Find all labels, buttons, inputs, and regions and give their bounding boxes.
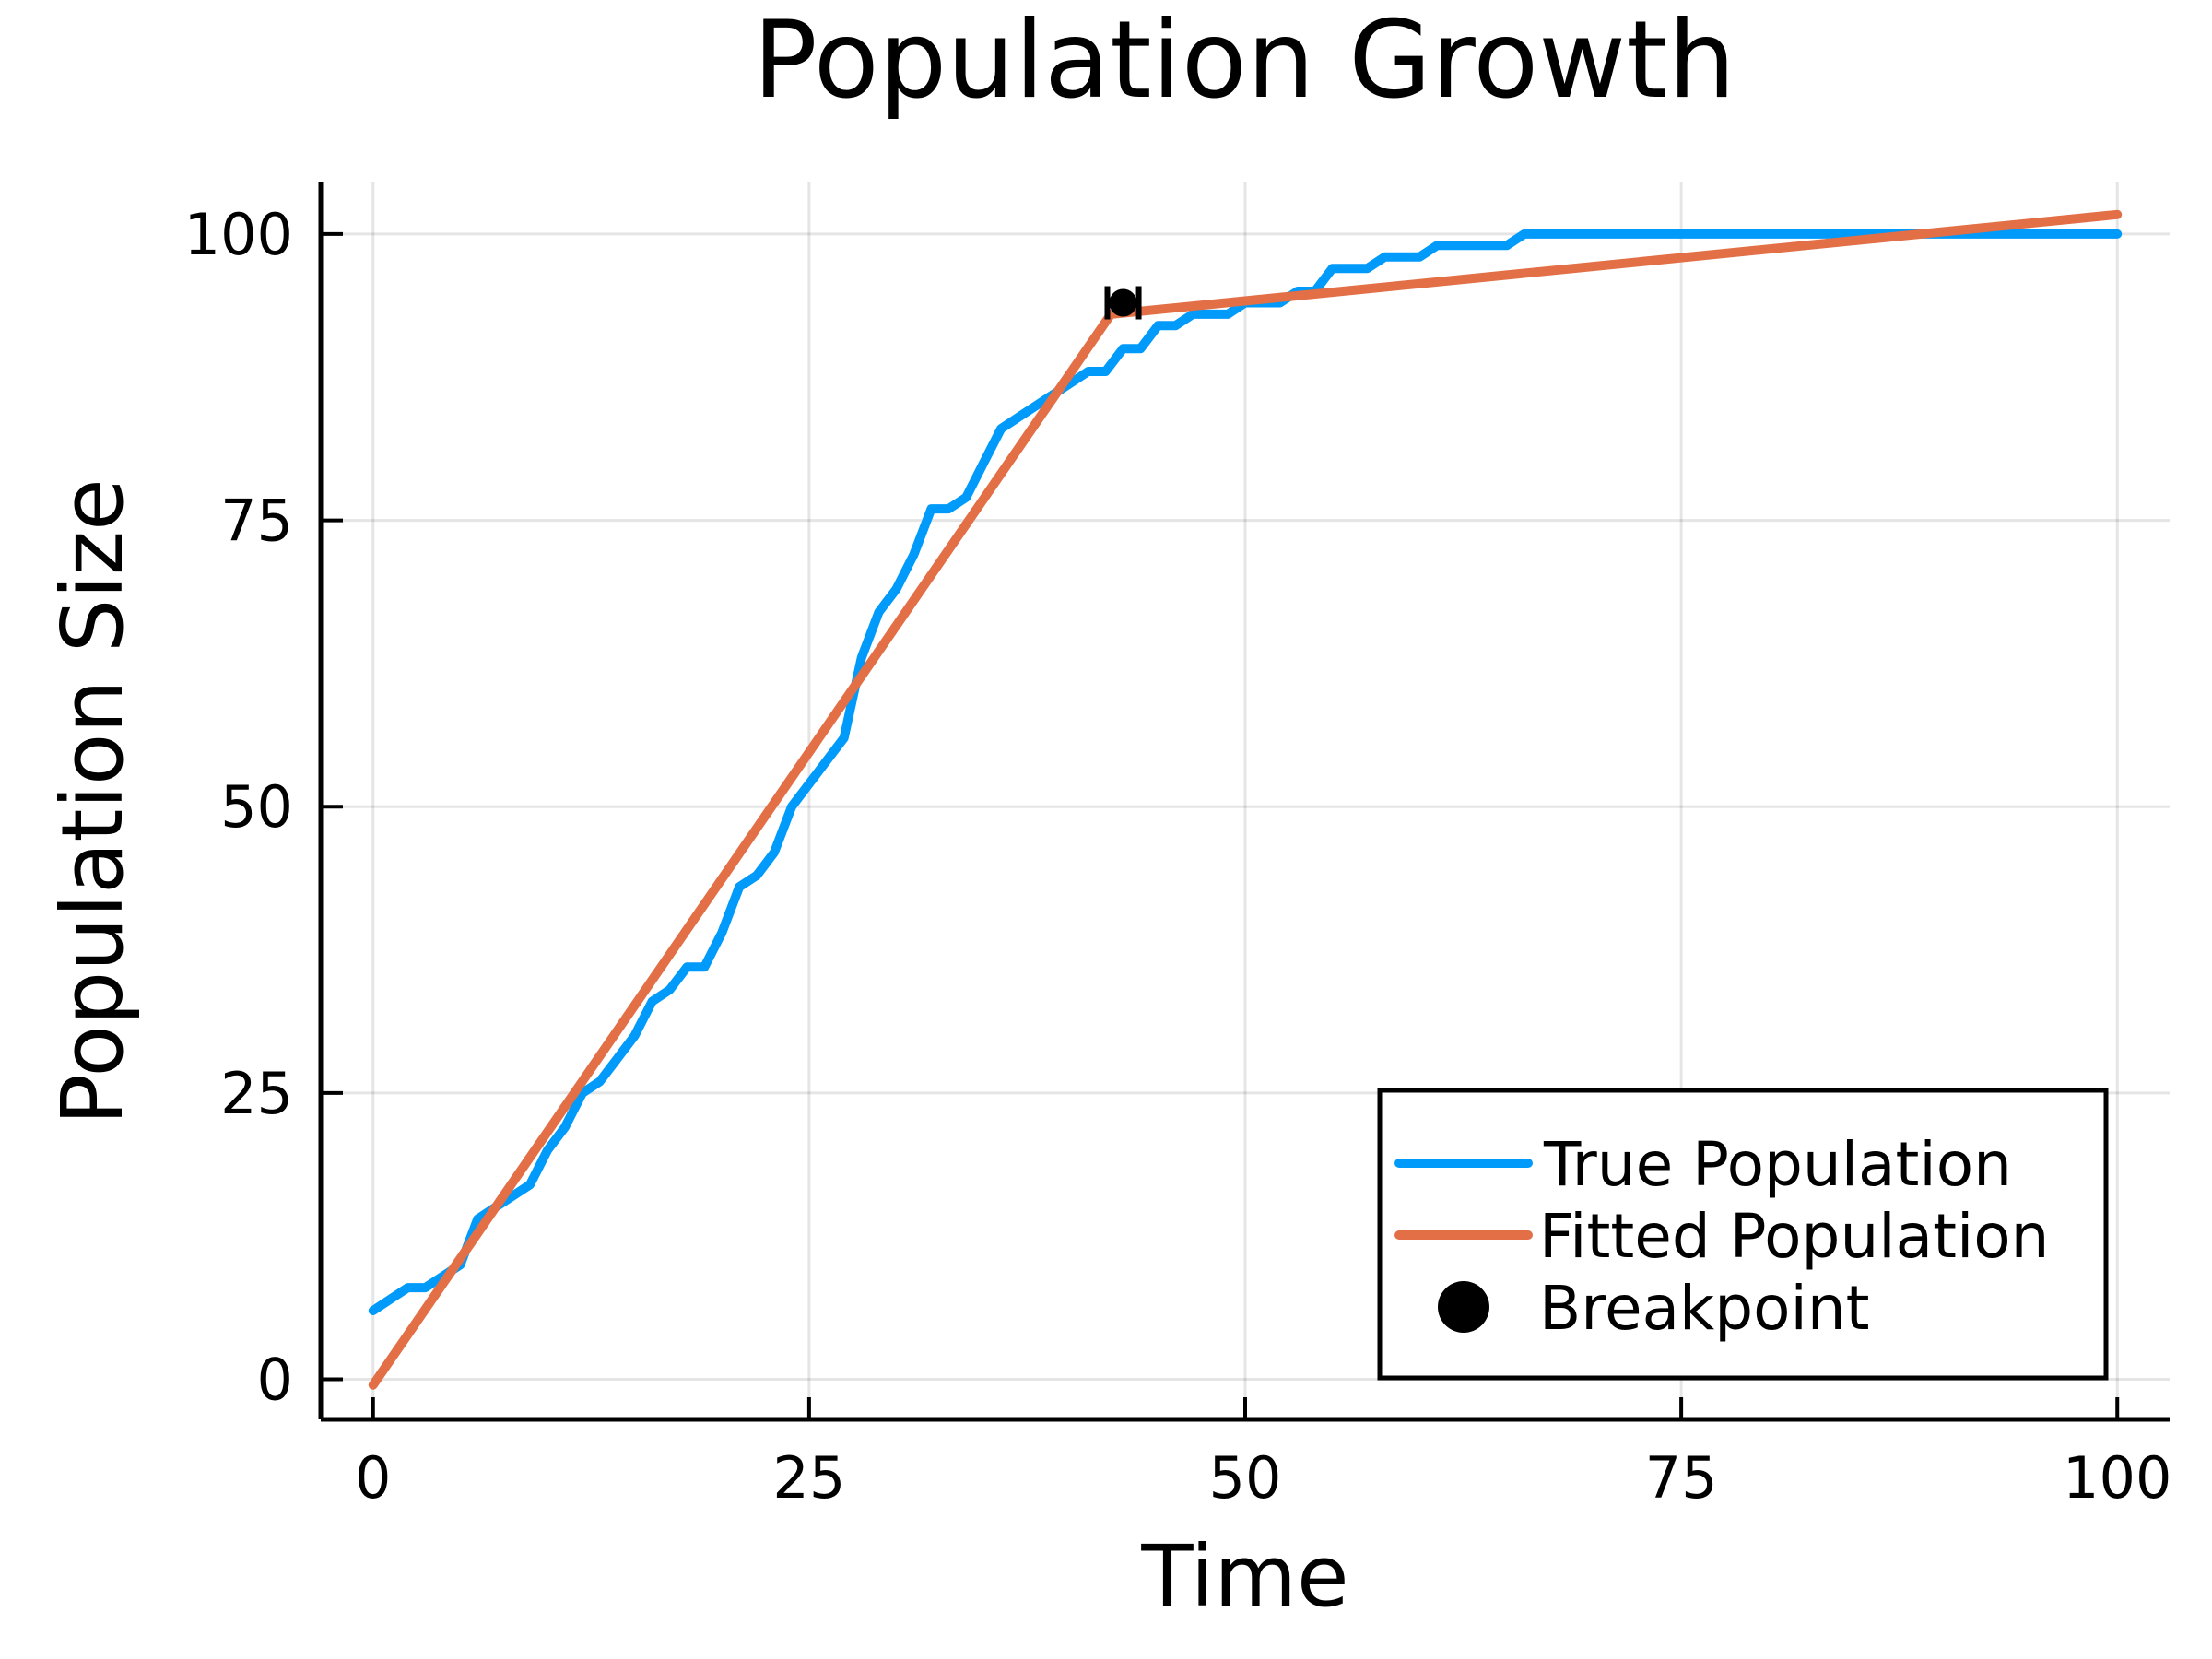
y-tick-label-75: 75: [220, 488, 293, 555]
breakpoint-point: [1109, 288, 1137, 317]
legend-box: [1377, 1088, 2109, 1381]
y-tick-label-25: 25: [220, 1060, 293, 1127]
x-tick-label-75: 75: [1645, 1444, 1718, 1512]
plot-series: [368, 209, 2123, 1390]
x-tick-label-25: 25: [772, 1444, 845, 1512]
legend-marker-breakpoint: [1438, 1281, 1489, 1333]
series-line-fitted-population: [368, 209, 2123, 1390]
x-axis-ticks: 0 25 50 75 100: [355, 1397, 2171, 1512]
x-tick-label-100: 100: [2063, 1444, 2171, 1512]
y-tick-label-100: 100: [184, 201, 293, 268]
y-axis-title: Population Size: [43, 478, 142, 1124]
breakpoint-marker: [1104, 286, 1142, 320]
chart-title: Population Growth: [753, 0, 1735, 123]
x-tick-label-0: 0: [355, 1444, 391, 1512]
y-tick-label-50: 50: [220, 773, 293, 841]
legend: True Population Fitted Population Breakp…: [1377, 1088, 2109, 1381]
y-tick-label-0: 0: [257, 1347, 293, 1414]
x-axis-title: Time: [1140, 1527, 1348, 1626]
legend-label-breakpoint: Breakpoint: [1539, 1273, 1870, 1344]
legend-label-true-population: True Population: [1543, 1129, 2012, 1200]
x-tick-label-50: 50: [1209, 1444, 1282, 1512]
legend-label-fitted-population: Fitted Population: [1539, 1201, 2050, 1272]
y-axis-ticks: 0 25 50 75 100: [184, 201, 343, 1414]
